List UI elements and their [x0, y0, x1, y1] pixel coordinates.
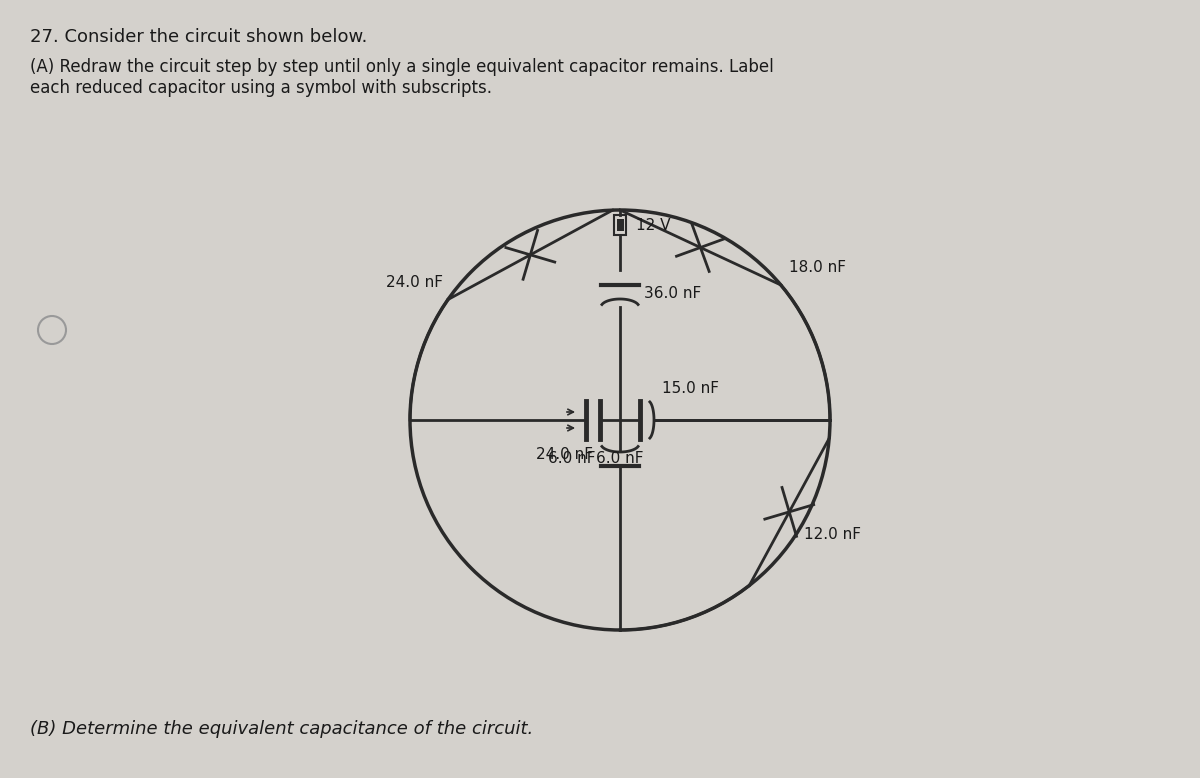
- Text: 24.0 nF: 24.0 nF: [536, 447, 593, 462]
- Text: 15.0 nF: 15.0 nF: [662, 381, 719, 396]
- Text: (A) Redraw the circuit step by step until only a single equivalent capacitor rem: (A) Redraw the circuit step by step unti…: [30, 58, 774, 96]
- Text: 12.0 nF: 12.0 nF: [804, 527, 862, 542]
- Bar: [614, 215, 626, 235]
- Text: 12 V: 12 V: [636, 218, 671, 233]
- Text: 36.0 nF: 36.0 nF: [644, 286, 701, 300]
- Bar: [617, 219, 624, 231]
- Text: 27. Consider the circuit shown below.: 27. Consider the circuit shown below.: [30, 28, 367, 46]
- Text: 18.0 nF: 18.0 nF: [788, 260, 846, 275]
- Text: 6.0 nF: 6.0 nF: [596, 450, 644, 465]
- Text: (B) Determine the equivalent capacitance of the circuit.: (B) Determine the equivalent capacitance…: [30, 720, 533, 738]
- Text: 6.0 nF: 6.0 nF: [548, 450, 596, 465]
- Text: 24.0 nF: 24.0 nF: [386, 275, 443, 289]
